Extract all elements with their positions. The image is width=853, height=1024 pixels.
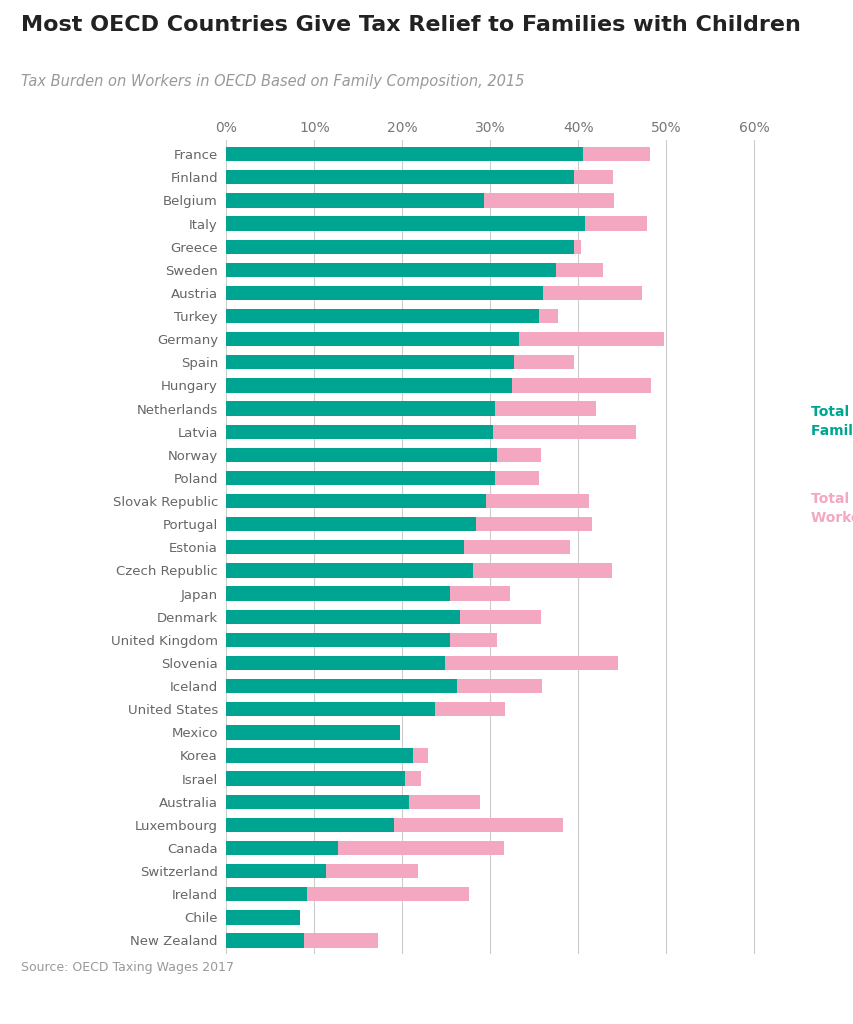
Bar xyxy=(226,910,300,925)
Bar xyxy=(226,355,514,370)
Bar xyxy=(226,170,612,184)
Text: Total Tax Burden on
Family with Two Children: Total Tax Burden on Family with Two Chil… xyxy=(810,404,853,438)
Bar xyxy=(226,655,445,670)
Bar xyxy=(226,540,569,555)
Text: Total Tax Burden on Single
Worker with No Children: Total Tax Burden on Single Worker with N… xyxy=(810,492,853,525)
Bar xyxy=(226,563,473,578)
Bar xyxy=(226,471,538,485)
Bar xyxy=(226,425,492,439)
Bar xyxy=(226,447,496,462)
Bar xyxy=(226,679,456,693)
Bar xyxy=(226,864,325,879)
Text: Most OECD Countries Give Tax Relief to Families with Children: Most OECD Countries Give Tax Relief to F… xyxy=(21,15,800,36)
Bar xyxy=(226,910,300,925)
Bar xyxy=(226,170,573,184)
Bar xyxy=(226,262,602,276)
Bar xyxy=(226,795,409,809)
Text: Source: OECD Taxing Wages 2017: Source: OECD Taxing Wages 2017 xyxy=(21,961,234,974)
Bar xyxy=(226,655,618,670)
Bar xyxy=(226,401,494,416)
Bar xyxy=(226,702,505,717)
Bar xyxy=(226,887,468,901)
Bar xyxy=(226,355,573,370)
Bar xyxy=(226,332,519,346)
Bar xyxy=(226,425,635,439)
Bar xyxy=(226,563,611,578)
Bar xyxy=(226,147,582,162)
Bar xyxy=(226,447,541,462)
Bar xyxy=(226,517,476,531)
Bar xyxy=(226,332,663,346)
Bar xyxy=(226,771,421,785)
Bar xyxy=(226,749,427,763)
Bar xyxy=(226,494,485,508)
Bar xyxy=(226,749,413,763)
Bar xyxy=(226,841,338,855)
Bar xyxy=(226,378,650,392)
Bar xyxy=(226,471,494,485)
Bar xyxy=(226,240,580,254)
Bar xyxy=(226,795,479,809)
Bar xyxy=(226,933,377,947)
Bar xyxy=(226,587,450,601)
Bar xyxy=(226,378,512,392)
Bar xyxy=(226,587,509,601)
Bar xyxy=(226,540,463,555)
Bar xyxy=(226,147,649,162)
Bar xyxy=(226,286,543,300)
Bar xyxy=(226,771,404,785)
Bar xyxy=(226,633,496,647)
Bar xyxy=(226,240,573,254)
Bar xyxy=(226,216,647,230)
Bar xyxy=(226,818,393,833)
Bar xyxy=(226,725,399,739)
Bar xyxy=(226,887,307,901)
Bar xyxy=(226,494,589,508)
Bar xyxy=(226,609,459,624)
Bar xyxy=(226,933,304,947)
Bar xyxy=(226,309,538,324)
Bar xyxy=(226,633,450,647)
Bar xyxy=(226,679,542,693)
Bar xyxy=(226,841,504,855)
Bar xyxy=(226,609,541,624)
Text: Tax Burden on Workers in OECD Based on Family Composition, 2015: Tax Burden on Workers in OECD Based on F… xyxy=(21,74,524,89)
Bar xyxy=(226,725,399,739)
Bar xyxy=(226,194,613,208)
Bar xyxy=(226,194,484,208)
Text: @TaxFoundation: @TaxFoundation xyxy=(704,988,840,1007)
Bar xyxy=(226,818,563,833)
Text: TAX FOUNDATION: TAX FOUNDATION xyxy=(13,988,178,1007)
Bar xyxy=(226,401,595,416)
Bar xyxy=(226,216,584,230)
Bar xyxy=(226,517,591,531)
Bar xyxy=(226,702,434,717)
Bar xyxy=(226,262,555,276)
Bar xyxy=(226,286,641,300)
Bar xyxy=(226,309,558,324)
Bar xyxy=(226,864,418,879)
